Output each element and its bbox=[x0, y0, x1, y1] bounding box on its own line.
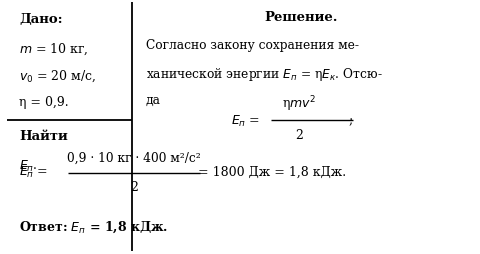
Text: Решение.: Решение. bbox=[264, 11, 338, 24]
Text: 2: 2 bbox=[295, 128, 303, 141]
Text: $v_0$ = 20 м/с,: $v_0$ = 20 м/с, bbox=[19, 69, 96, 84]
Text: ;: ; bbox=[348, 114, 352, 127]
Text: 0,9 · 10 кг · 400 м²/с²: 0,9 · 10 кг · 400 м²/с² bbox=[67, 151, 201, 164]
Text: = 1800 Дж = 1,8 кДж.: = 1800 Дж = 1,8 кДж. bbox=[198, 165, 346, 178]
Text: Согласно закону сохранения ме-: Согласно закону сохранения ме- bbox=[146, 39, 359, 52]
Text: $E_{п}$ =: $E_{п}$ = bbox=[19, 164, 48, 179]
Text: η = 0,9.: η = 0,9. bbox=[19, 96, 69, 109]
Text: $E_{п}$.: $E_{п}$. bbox=[19, 158, 37, 173]
Text: Найти: Найти bbox=[19, 130, 68, 142]
Text: Дано:: Дано: bbox=[19, 12, 62, 25]
Text: η$mv^2$: η$mv^2$ bbox=[282, 94, 316, 113]
Text: да: да bbox=[146, 93, 161, 106]
Text: 2: 2 bbox=[130, 181, 138, 194]
Text: $m$ = 10 кг,: $m$ = 10 кг, bbox=[19, 41, 88, 57]
Text: Ответ: $E_{п}$ = 1,8 кДж.: Ответ: $E_{п}$ = 1,8 кДж. bbox=[19, 219, 168, 234]
Text: ханической энергии $E_{п}$ = η$E_{к}$. Отсю-: ханической энергии $E_{п}$ = η$E_{к}$. О… bbox=[146, 66, 383, 83]
Text: $E_{п}$ =: $E_{п}$ = bbox=[230, 113, 260, 128]
